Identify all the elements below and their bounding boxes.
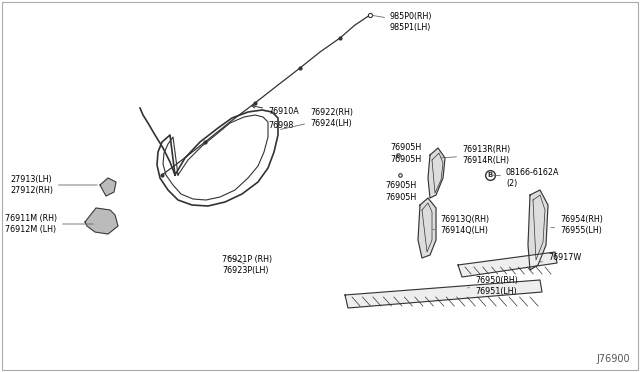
Text: 76905H: 76905H <box>385 180 416 189</box>
Text: 76998: 76998 <box>268 121 293 129</box>
Text: 76921P (RH)
76923P(LH): 76921P (RH) 76923P(LH) <box>222 255 272 275</box>
Polygon shape <box>100 178 116 196</box>
Text: J76900: J76900 <box>596 354 630 364</box>
Text: 76922(RH)
76924(LH): 76922(RH) 76924(LH) <box>281 108 353 129</box>
Polygon shape <box>85 208 118 234</box>
Text: 985P0(RH)
985P1(LH): 985P0(RH) 985P1(LH) <box>372 12 433 32</box>
Text: 08166-6162A
(2): 08166-6162A (2) <box>493 168 559 188</box>
Polygon shape <box>528 190 548 270</box>
Polygon shape <box>458 252 557 277</box>
Text: 76905H: 76905H <box>390 155 421 164</box>
Text: 76910A: 76910A <box>252 105 299 116</box>
Text: 27913(LH)
27912(RH): 27913(LH) 27912(RH) <box>10 175 97 195</box>
Text: 76905H: 76905H <box>390 144 421 153</box>
Text: 76913R(RH)
76914R(LH): 76913R(RH) 76914R(LH) <box>441 145 510 165</box>
Polygon shape <box>345 280 542 308</box>
Text: 76950(RH)
76951(LH): 76950(RH) 76951(LH) <box>468 276 518 296</box>
Text: 76917W: 76917W <box>540 253 581 263</box>
Polygon shape <box>428 148 445 198</box>
Text: 76954(RH)
76955(LH): 76954(RH) 76955(LH) <box>551 215 603 235</box>
Polygon shape <box>418 198 436 258</box>
Text: B: B <box>488 172 493 178</box>
Text: 76911M (RH)
76912M (LH): 76911M (RH) 76912M (LH) <box>5 214 93 234</box>
Text: 76913Q(RH)
76914Q(LH): 76913Q(RH) 76914Q(LH) <box>433 215 489 235</box>
Text: 76905H: 76905H <box>385 192 416 202</box>
